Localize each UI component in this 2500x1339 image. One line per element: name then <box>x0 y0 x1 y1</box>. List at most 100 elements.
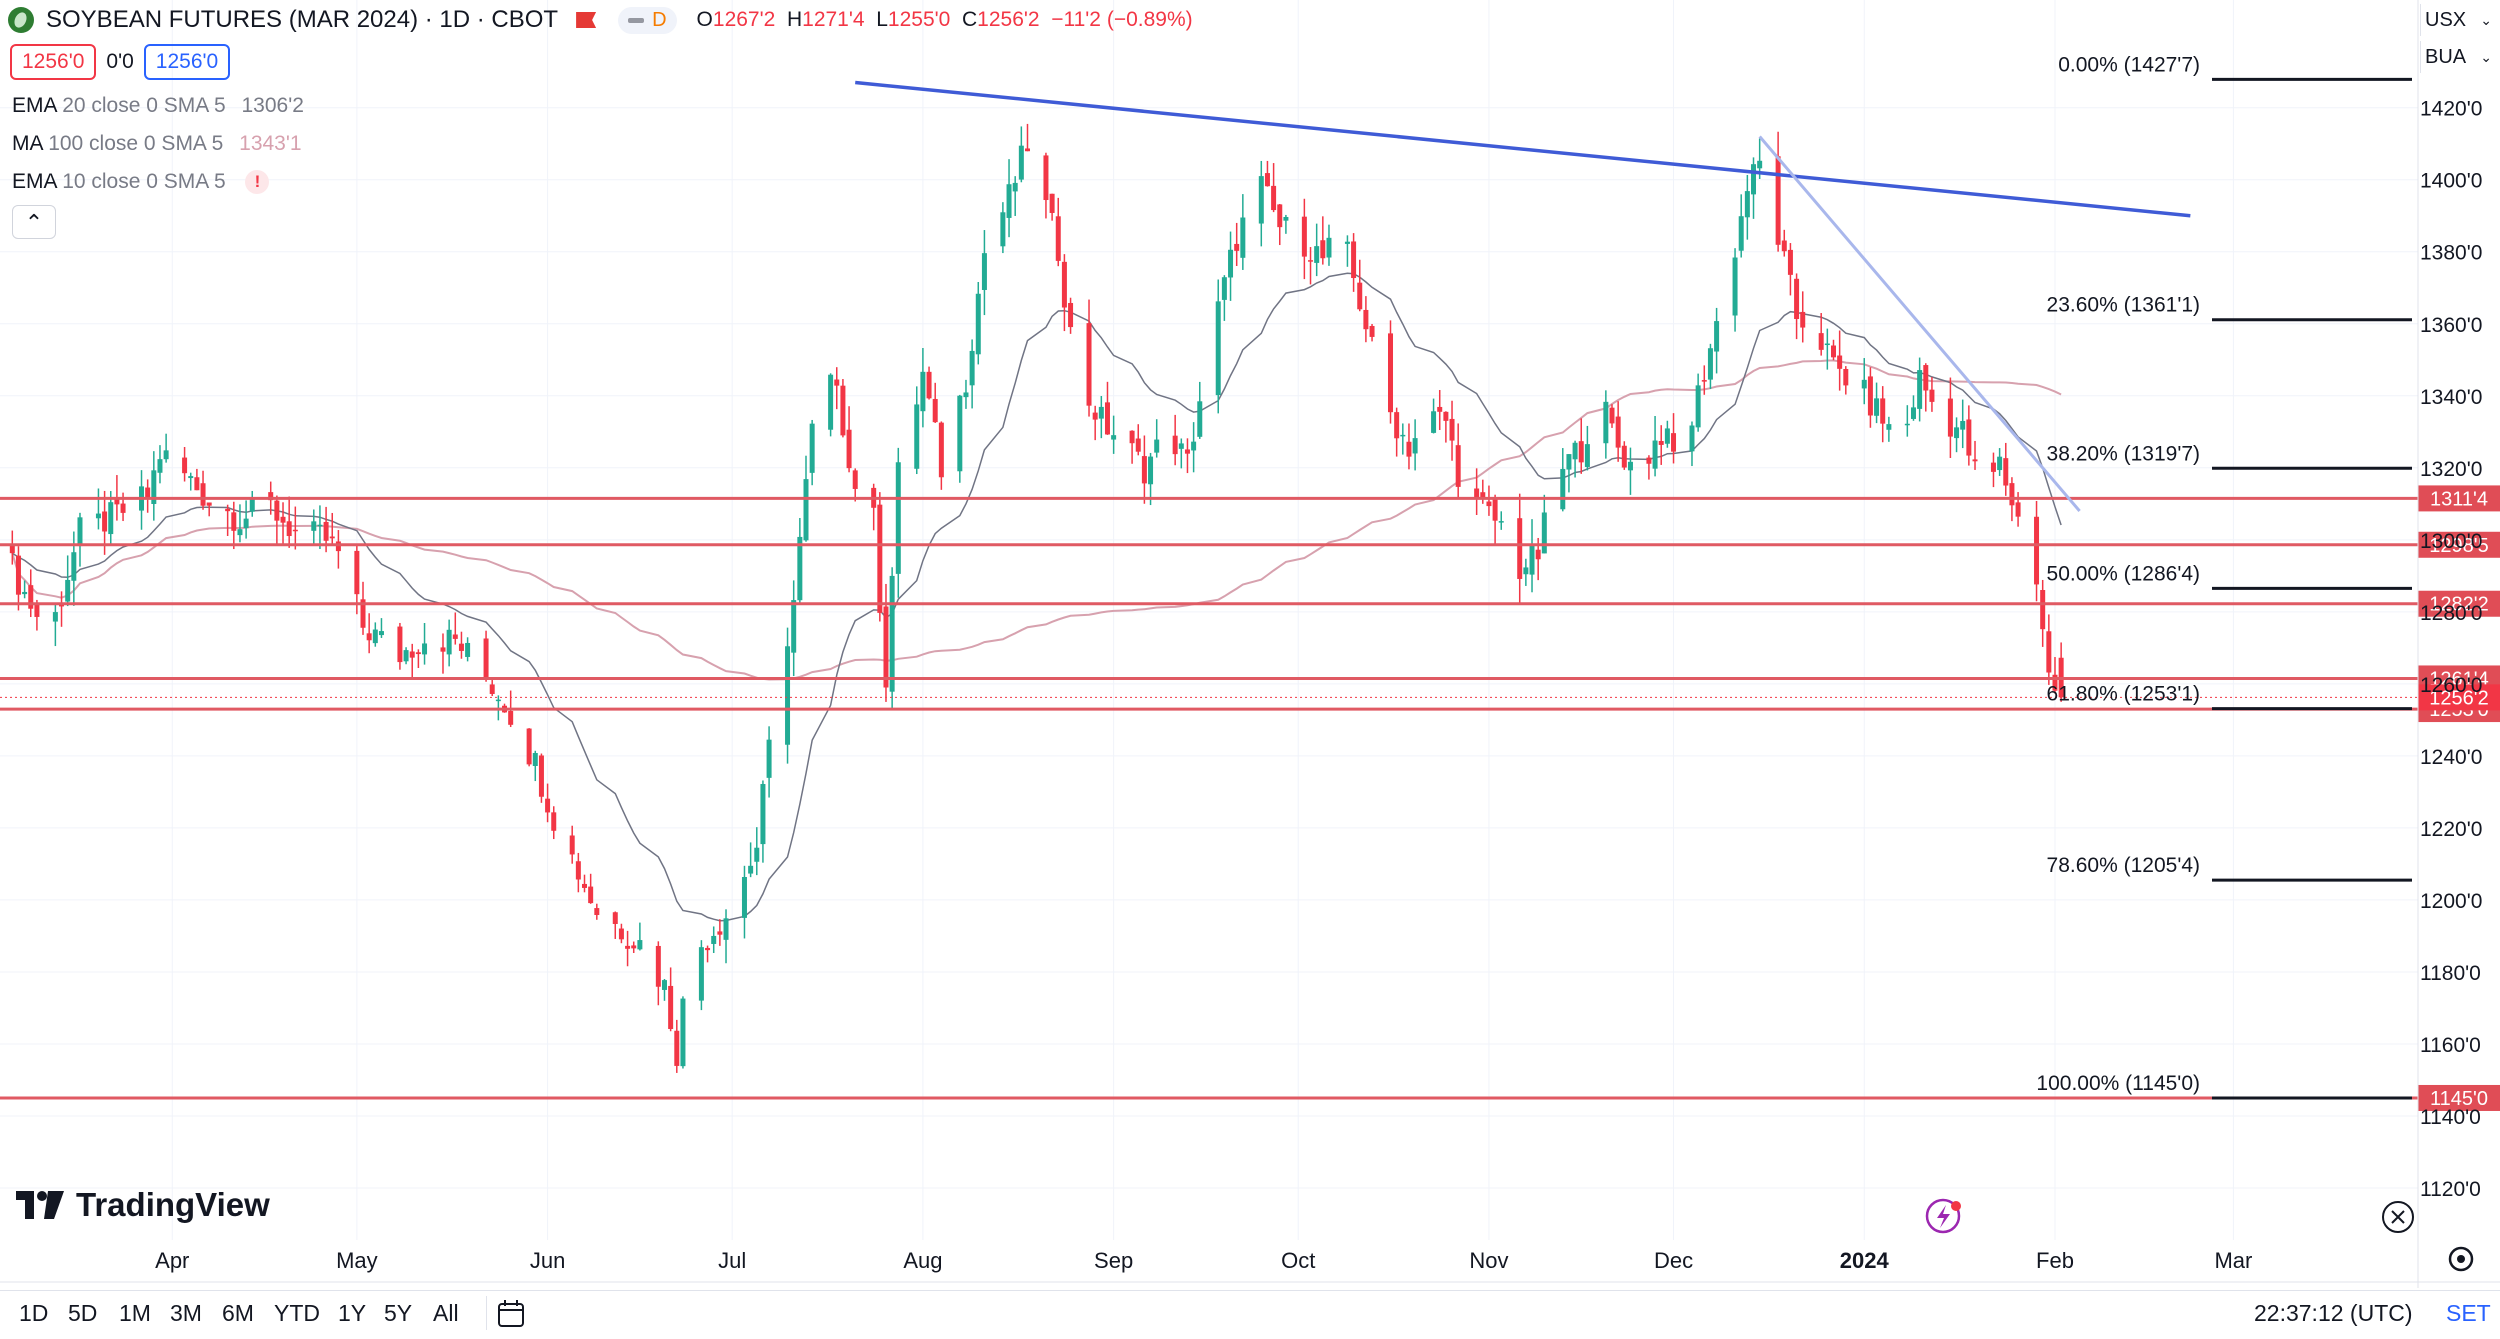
buy-price-button[interactable]: 1256'0 <box>143 44 231 80</box>
currency-dropdown[interactable]: USX ⌄ <box>2420 4 2498 36</box>
candle-up <box>981 253 987 290</box>
notification-dot <box>1951 1201 1961 1211</box>
tradingview-mark-icon <box>16 1191 64 1219</box>
candle-down <box>1301 216 1307 257</box>
candle-down <box>59 604 65 607</box>
candle-down <box>1172 435 1178 455</box>
timeframe-1y[interactable]: 1Y <box>338 1300 367 1326</box>
fibonacci-retracement[interactable]: 0.00% (1427'7) 23.60% (1361'1) 38.20% (131… <box>2036 53 2412 1100</box>
candle-up <box>1178 443 1184 449</box>
chevron-down-icon: ⌄ <box>2480 12 2492 28</box>
candle-down <box>852 470 858 489</box>
chevron-down-icon: ⌄ <box>2480 49 2492 65</box>
timeframe-6m[interactable]: 6M <box>222 1300 254 1326</box>
candle-up <box>1314 246 1320 263</box>
price-tick-label: 1320'0 <box>2420 458 2482 481</box>
candles <box>9 123 2064 1073</box>
lightning-icon[interactable] <box>1925 1198 1961 1234</box>
fib-level-label: 78.60% (1205'4) <box>2047 854 2200 877</box>
indicator-ema10[interactable]: EMA 10 close 0 SMA 5 ! <box>12 170 270 195</box>
candle-up <box>1148 456 1154 485</box>
candle-up <box>495 699 501 702</box>
trendline-main[interactable] <box>855 80 2191 218</box>
candle-down <box>1234 243 1240 251</box>
candle-down <box>1406 441 1412 457</box>
collapse-legend-button[interactable]: ⌃ <box>12 205 56 239</box>
interval-badge[interactable]: D <box>618 6 677 34</box>
change-value: −11'2 (−0.89%) <box>1051 8 1193 31</box>
horizontal-lines[interactable]: 1311'41298'51282'21261'41253'01145'01256… <box>0 485 2500 1111</box>
trendlines[interactable] <box>855 80 2191 512</box>
trendline-short[interactable] <box>1758 135 2081 512</box>
candle-down <box>1049 193 1055 213</box>
timeframe-3m[interactable]: 3M <box>170 1300 202 1326</box>
settings-gear-hub <box>2457 1255 2465 1263</box>
candle-up <box>1197 401 1203 437</box>
utc-clock[interactable]: 22:37:12 (UTC) <box>2254 1300 2413 1326</box>
candle-up <box>1744 191 1750 218</box>
time-axis[interactable]: Apr May Jun Jul Aug Sep Oct Nov Dec 2024 Feb Mar <box>0 1248 2500 1283</box>
candle-up <box>1006 184 1012 218</box>
candle-up <box>1886 424 1892 430</box>
candle-up <box>1283 216 1289 221</box>
candle-up <box>1960 420 1966 430</box>
price-axis[interactable]: 1120'0 1140'0 1160'0 1180'0 1200'0 1220'0 1240… <box>2417 0 2482 1288</box>
timeframe-all[interactable]: All <box>433 1300 459 1326</box>
candle-up <box>243 518 249 529</box>
price-label-bg <box>2418 531 2500 558</box>
unit-dropdown[interactable]: BUA ⌄ <box>2420 41 2498 73</box>
candle-up <box>446 629 452 655</box>
price-tick-label: 1300'0 <box>2420 530 2482 553</box>
candle-up <box>71 552 77 581</box>
timeframe-1m[interactable]: 1M <box>119 1300 151 1326</box>
candle-up <box>698 947 704 1001</box>
price-tick-label: 1260'0 <box>2420 674 2482 697</box>
timeframe-5y[interactable]: 5Y <box>384 1300 413 1326</box>
candle-down <box>932 398 938 423</box>
symbol-title[interactable]: SOYBEAN FUTURES (MAR 2024) · 1D · CBOT <box>46 6 559 33</box>
candle-up <box>249 498 255 512</box>
sell-price-button[interactable]: 1256'0 <box>10 44 97 80</box>
candle-down <box>2009 483 2015 506</box>
candle-down <box>538 755 544 797</box>
candle-down <box>834 379 840 386</box>
time-tick-label: Aug <box>903 1248 942 1273</box>
candle-up <box>1326 237 1332 258</box>
current-price-label-bg <box>2418 684 2500 711</box>
price-label: 1311'4 <box>2430 488 2488 510</box>
timeframe-1d[interactable]: 1D <box>19 1300 49 1326</box>
date-range-calendar-icon[interactable] <box>496 1298 528 1330</box>
time-tick-label: Apr <box>155 1248 189 1273</box>
indicator-ma100[interactable]: MA 100 close 0 SMA 5 1343'1 <box>12 132 302 156</box>
flag-icon[interactable] <box>576 12 597 28</box>
candle-up <box>1098 406 1104 419</box>
candle-down <box>545 798 551 813</box>
indicator-ema20[interactable]: EMA 20 close 0 SMA 5 1306'2 <box>12 94 304 118</box>
price-label: 1298'5 <box>2429 535 2488 557</box>
candle-up <box>1344 241 1350 244</box>
candle-up <box>378 631 384 636</box>
chart-grid <box>0 0 2418 1240</box>
timeframe-5d[interactable]: 5D <box>68 1300 98 1326</box>
clock-icon[interactable] <box>2382 1201 2414 1233</box>
close-label: C <box>961 8 978 31</box>
candle-up <box>465 642 471 657</box>
candle-down <box>1818 333 1824 350</box>
candle-down <box>2046 631 2052 673</box>
timezone-settings-link[interactable]: SET <box>2446 1300 2491 1326</box>
settings-gear-icon[interactable] <box>2448 1246 2474 1272</box>
tradingview-logo[interactable]: TradingView <box>16 1186 270 1224</box>
lightning-bolt <box>1937 1205 1950 1228</box>
fib-level-label: 23.60% (1361'1) <box>2047 294 2200 317</box>
candle-down <box>1646 457 1652 464</box>
candle-up <box>403 650 409 662</box>
candle-down <box>440 647 446 652</box>
candle-up <box>1012 182 1018 192</box>
warning-icon[interactable]: ! <box>245 170 270 195</box>
candle-down <box>329 536 335 539</box>
candle-down <box>1480 492 1486 500</box>
candle-up <box>22 591 28 595</box>
candle-up <box>188 476 194 479</box>
timeframe-ytd[interactable]: YTD <box>274 1300 320 1326</box>
